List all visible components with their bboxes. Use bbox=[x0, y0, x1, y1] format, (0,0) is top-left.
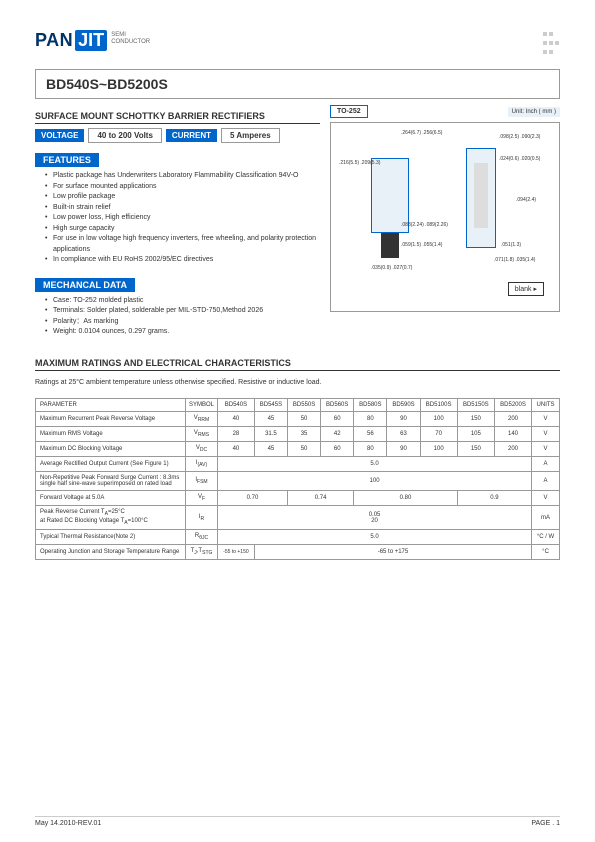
mech-item: Polarity：As marking bbox=[45, 317, 320, 328]
current-value: 5 Amperes bbox=[221, 128, 280, 143]
package-label: TO-252 bbox=[330, 105, 368, 118]
table-row: Peak Reverse Current TA=25°Cat Rated DC … bbox=[36, 506, 560, 529]
feature-item: Low power loss, High efficiency bbox=[45, 213, 320, 224]
feature-item: Built-in strain relief bbox=[45, 203, 320, 214]
feature-item: Low profile package bbox=[45, 192, 320, 203]
table-row: Operating Junction and Storage Temperatu… bbox=[36, 545, 560, 560]
spec-row: VOLTAGE 40 to 200 Volts CURRENT 5 Ampere… bbox=[35, 128, 320, 143]
table-header: SYMBOL bbox=[186, 398, 218, 411]
feature-item: For surface mounted applications bbox=[45, 182, 320, 193]
table-row: Typical Thermal Resistance(Note 2)RθJC5.… bbox=[36, 529, 560, 544]
table-row: Average Rectified Output Current (See Fi… bbox=[36, 457, 560, 472]
table-row: Maximum Recurrent Peak Reverse VoltageVR… bbox=[36, 411, 560, 426]
table-header: BD580S bbox=[354, 398, 387, 411]
table-header: BD590S bbox=[387, 398, 420, 411]
current-label: CURRENT bbox=[166, 129, 217, 142]
package-diagram: .264(6.7) .256(6.5) .098(2.5) .090(2.3) … bbox=[330, 122, 560, 312]
footer-date: May 14.2010-REV.01 bbox=[35, 820, 101, 827]
feature-item: Plastic package has Underwriters Laborat… bbox=[45, 171, 320, 182]
feature-item: For use in low voltage high frequency in… bbox=[45, 234, 320, 255]
product-title: BD540S~BD5200S bbox=[35, 69, 560, 99]
mech-title: MECHANCAL DATA bbox=[35, 278, 135, 292]
features-list: Plastic package has Underwriters Laborat… bbox=[35, 171, 320, 266]
logo-pan: PAN bbox=[35, 30, 73, 51]
features-title: FEATURES bbox=[35, 153, 99, 167]
table-header: BD560S bbox=[321, 398, 354, 411]
table-header: BD550S bbox=[288, 398, 321, 411]
table-row: Maximum RMS VoltageVRMS2831.535425663701… bbox=[36, 426, 560, 441]
decorative-dots bbox=[542, 30, 560, 57]
voltage-label: VOLTAGE bbox=[35, 129, 84, 142]
table-header: BD540S bbox=[218, 398, 255, 411]
logo-jit: JIT bbox=[75, 30, 107, 51]
table-header: BD545S bbox=[254, 398, 287, 411]
table-header: BD5100S bbox=[420, 398, 457, 411]
footer: May 14.2010-REV.01 PAGE . 1 bbox=[35, 816, 560, 827]
table-header: UNITS bbox=[532, 398, 560, 411]
unit-label: Unit: Inch ( mm ) bbox=[508, 107, 560, 117]
ratings-table: PARAMETERSYMBOLBD540SBD545SBD550SBD560SB… bbox=[35, 398, 560, 561]
mech-list: Case: TO-252 molded plasticTerminals: So… bbox=[35, 296, 320, 338]
footer-page: PAGE . 1 bbox=[531, 820, 560, 827]
ratings-note: Ratings at 25°C ambient temperature unle… bbox=[35, 375, 560, 390]
voltage-value: 40 to 200 Volts bbox=[88, 128, 161, 143]
feature-item: High surge capacity bbox=[45, 224, 320, 235]
feature-item: In compliance with EU RoHS 2002/95/EC di… bbox=[45, 255, 320, 266]
logo: PANJIT SEMI CONDUCTOR bbox=[35, 30, 560, 51]
mech-item: Case: TO-252 molded plastic bbox=[45, 296, 320, 307]
table-header: BD5150S bbox=[457, 398, 494, 411]
blank-marking: blank ▸ bbox=[508, 282, 544, 296]
ratings-title: MAXIMUM RATINGS AND ELECTRICAL CHARACTER… bbox=[35, 358, 560, 371]
table-row: Forward Voltage at 5.0AVF0.700.740.800.9… bbox=[36, 491, 560, 506]
table-header: PARAMETER bbox=[36, 398, 186, 411]
table-row: Non-Repetitive Peak Forward Surge Curren… bbox=[36, 472, 560, 491]
mech-item: Terminals: Solder plated, solderable per… bbox=[45, 306, 320, 317]
table-header: BD5200S bbox=[494, 398, 531, 411]
mech-item: Weight: 0.0104 ounces, 0.297 grams. bbox=[45, 327, 320, 338]
table-row: Maximum DC Blocking VoltageVDC4045506080… bbox=[36, 441, 560, 456]
subtitle: SURFACE MOUNT SCHOTTKY BARRIER RECTIFIER… bbox=[35, 111, 320, 124]
logo-sub: SEMI CONDUCTOR bbox=[111, 32, 150, 45]
